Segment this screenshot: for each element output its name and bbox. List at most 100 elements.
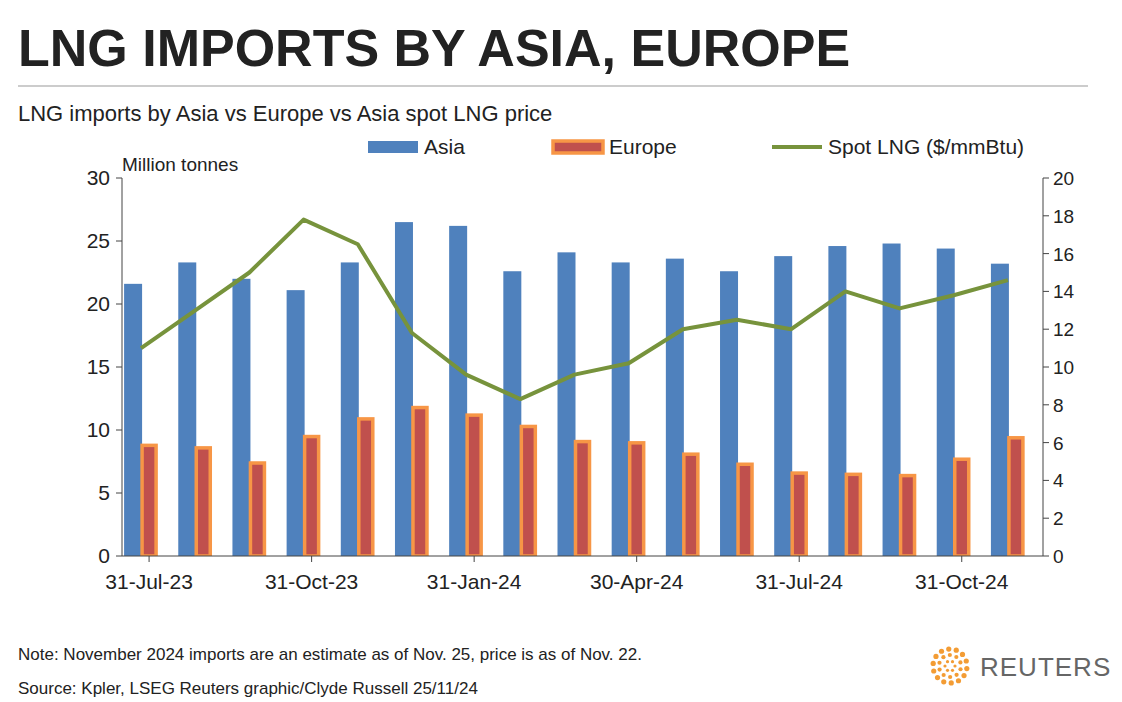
plot-area (124, 220, 1023, 556)
y-tick (116, 178, 122, 179)
y-axis-label: Million tonnes (122, 154, 238, 175)
chart: LNG IMPORTS BY ASIA, EUROPE LNG imports b… (0, 0, 1122, 702)
logo-dot (948, 675, 952, 679)
logo-dot (960, 652, 965, 657)
logo-dot (954, 648, 959, 653)
logo-dot (956, 678, 961, 683)
y2-tick (1043, 215, 1049, 216)
bar (341, 262, 359, 556)
bar (792, 473, 806, 556)
y2-tick-label: 18 (1053, 206, 1074, 227)
bar (738, 464, 752, 556)
logo-dot (964, 658, 969, 663)
bar (449, 226, 467, 556)
logo-dot (954, 673, 958, 677)
x-tick (311, 556, 312, 562)
note: Note: November 2024 imports are an estim… (18, 645, 642, 664)
y2-tick (1043, 404, 1049, 405)
x-tick (149, 556, 150, 562)
y2-tick (1043, 253, 1049, 254)
y2-tick-label: 8 (1053, 395, 1064, 416)
x-tick-label: 31-Jul-23 (105, 570, 193, 593)
x-tick (961, 556, 962, 562)
bar (142, 445, 156, 556)
logo-dot (937, 661, 941, 665)
legend-swatch (553, 141, 603, 153)
bar (955, 459, 969, 556)
bar (250, 463, 264, 556)
bar (684, 454, 698, 556)
logo-dot (941, 679, 946, 684)
legend-label: Asia (424, 135, 465, 158)
logo-dot (964, 666, 969, 671)
subtitle: LNG imports by Asia vs Europe vs Asia sp… (18, 101, 552, 126)
line (141, 220, 1008, 400)
y-tick (116, 556, 122, 557)
logo-dot (943, 664, 946, 667)
bar (395, 222, 413, 556)
bar (124, 284, 142, 556)
source: Source: Kpler, LSEG Reuters graphic/Clyd… (18, 679, 478, 698)
y2-tick-label: 6 (1053, 433, 1064, 454)
y-tick-label: 25 (87, 229, 110, 252)
logo-dot (948, 653, 952, 657)
y2-tick (1043, 329, 1049, 330)
logo-dot (946, 646, 951, 651)
bar (503, 271, 521, 556)
y2-tick (1043, 480, 1049, 481)
y2-tick-label: 2 (1053, 508, 1064, 529)
logo-dot (942, 673, 946, 677)
y2-tick-label: 14 (1053, 281, 1075, 302)
title-rule (18, 85, 1088, 86)
y-tick (116, 493, 122, 494)
bar (521, 426, 535, 556)
logo-dot (951, 660, 954, 663)
logo-dot (953, 664, 956, 667)
x-tick-label: 31-Jan-24 (427, 570, 522, 593)
logo-dot (939, 649, 944, 654)
bar (558, 252, 576, 556)
logo-dot (931, 668, 936, 673)
legend-swatch (772, 145, 822, 149)
title: LNG IMPORTS BY ASIA, EUROPE (18, 19, 850, 77)
logo: REUTERS (980, 652, 1111, 682)
x-tick-label: 31-Oct-23 (265, 570, 358, 593)
bar (467, 415, 481, 556)
bar (883, 244, 901, 556)
logo-icon (931, 646, 970, 685)
y-tick-label: 10 (87, 418, 110, 441)
y2-tick-label: 16 (1053, 244, 1074, 265)
y-tick (116, 241, 122, 242)
y-tick (116, 430, 122, 431)
logo-dot (931, 661, 936, 666)
legend-swatch (368, 141, 418, 153)
bar (413, 408, 427, 556)
logo-dot (946, 660, 949, 663)
bar (196, 448, 210, 556)
bar (1009, 438, 1023, 556)
x-tick-label: 31-Jul-24 (755, 570, 843, 593)
y2-tick (1043, 291, 1049, 292)
x-tick (799, 556, 800, 562)
y2-tick (1043, 518, 1049, 519)
y-tick (116, 304, 122, 305)
bar (178, 262, 196, 556)
y2-tick (1043, 442, 1049, 443)
bar (612, 262, 630, 556)
logo-dot (958, 660, 962, 664)
y2-tick-label: 10 (1053, 357, 1074, 378)
x-tick-label: 30-Apr-24 (590, 570, 684, 593)
bar (991, 264, 1009, 556)
x-axis-line (122, 556, 1043, 557)
bar (287, 290, 305, 556)
y2-tick (1043, 556, 1049, 557)
y2-tick-label: 4 (1053, 470, 1064, 491)
logo-dot (961, 673, 966, 678)
bar (359, 419, 373, 556)
bar (846, 474, 860, 556)
bar (720, 271, 738, 556)
logo-dot (954, 655, 958, 659)
logo-dot (937, 667, 941, 671)
y2-tick-label: 0 (1053, 546, 1064, 567)
logo-dot (946, 669, 949, 672)
